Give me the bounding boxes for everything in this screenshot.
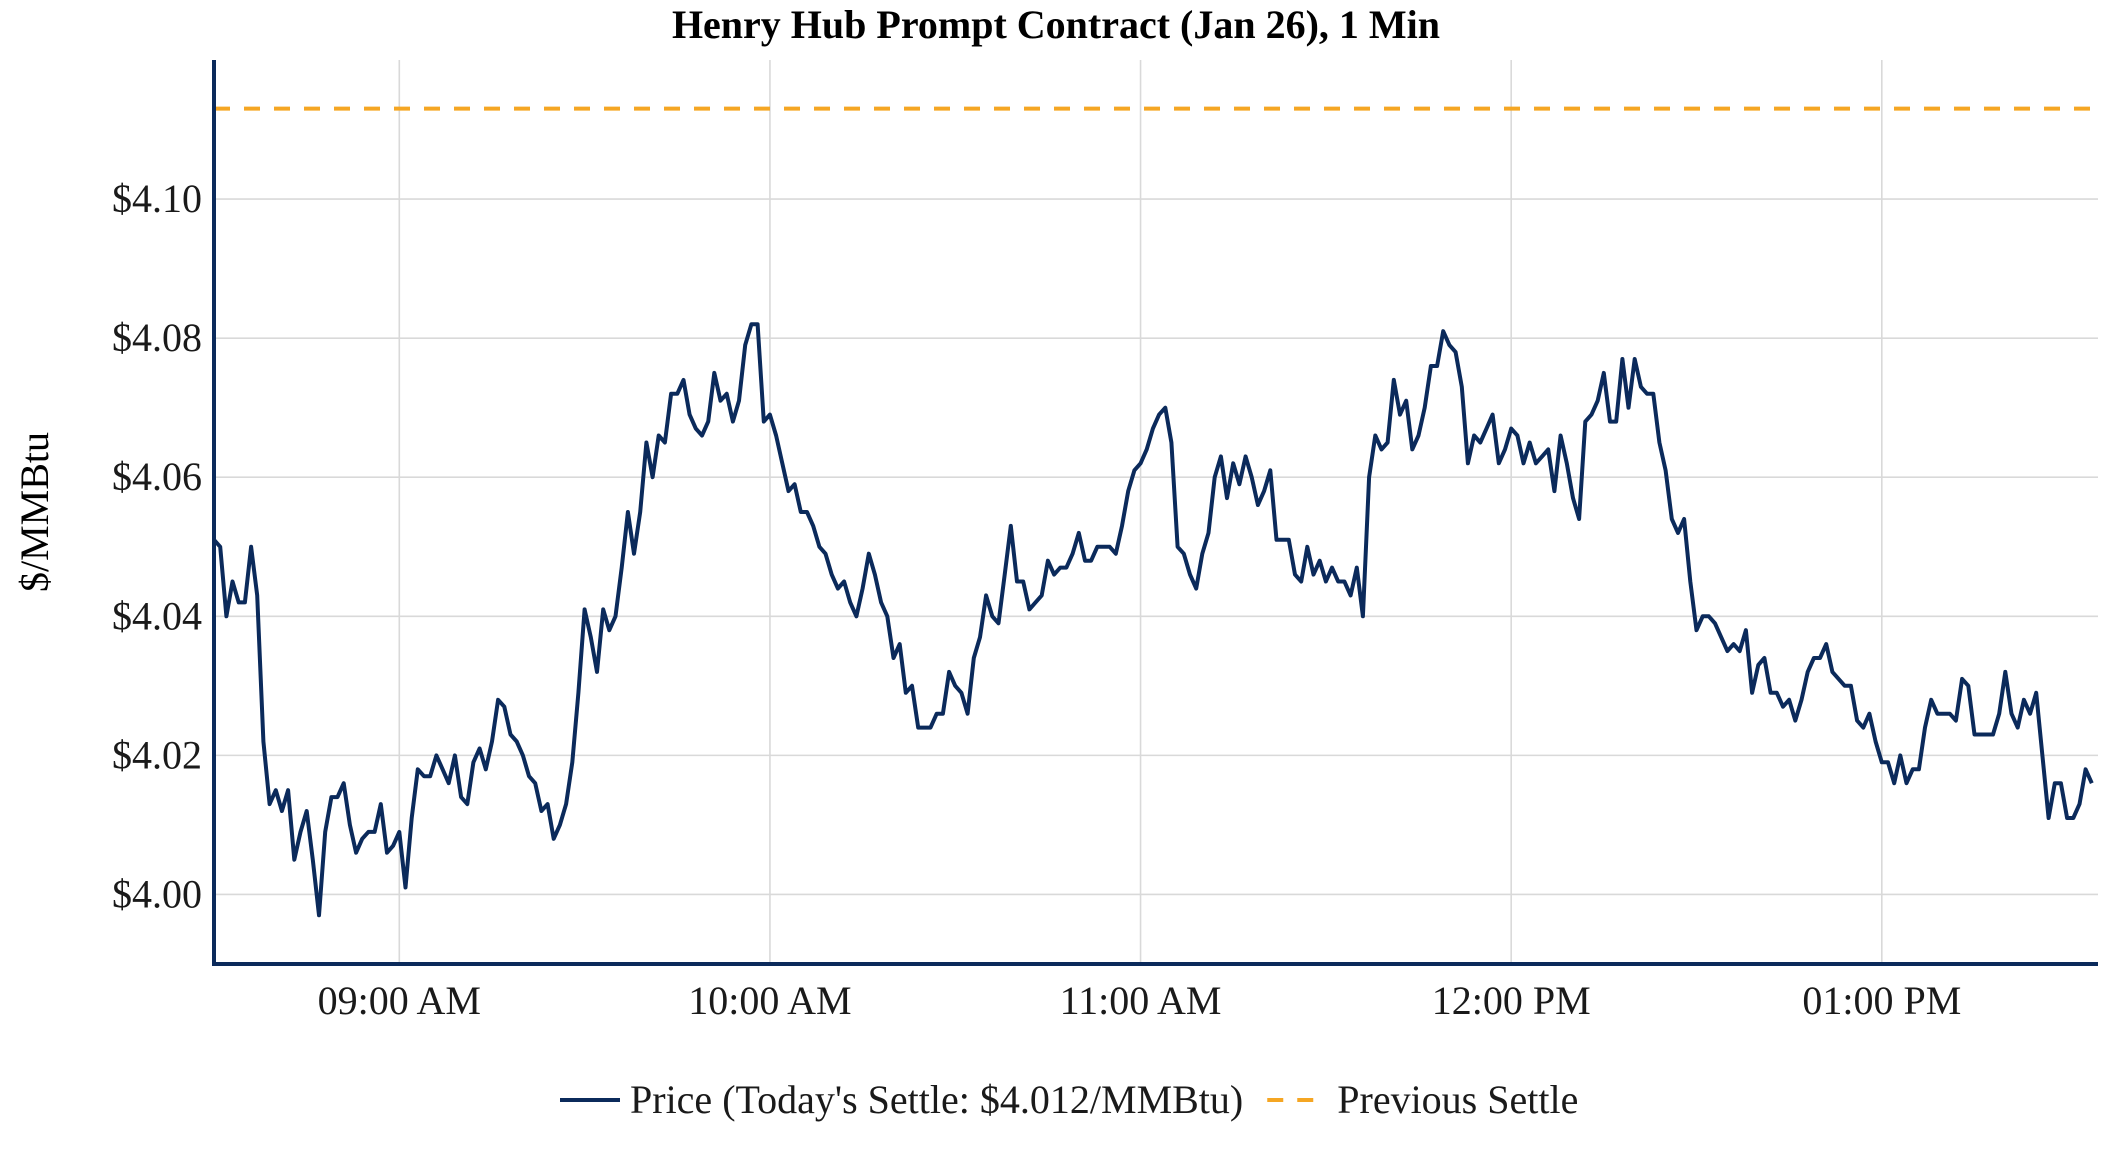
x-tick-label: 12:00 PM: [1432, 978, 1591, 1023]
x-tick-label: 09:00 AM: [318, 978, 481, 1023]
legend-label: Previous Settle: [1337, 1077, 1578, 1122]
axes: [212, 60, 2098, 966]
x-tick-label: 11:00 AM: [1060, 978, 1222, 1023]
legend: Price (Today's Settle: $4.012/MMBtu) Prev…: [560, 1077, 1578, 1122]
y-tick-label: $4.00: [112, 871, 202, 916]
y-tick-label: $4.08: [112, 315, 202, 360]
gridlines: [214, 60, 2098, 964]
x-tick-label: 01:00 PM: [1802, 978, 1961, 1023]
chart-title: Henry Hub Prompt Contract (Jan 26), 1 Mi…: [672, 2, 1440, 47]
y-tick-label: $4.10: [112, 176, 202, 221]
y-tick-label: $4.04: [112, 593, 202, 638]
series-layer: [212, 322, 2094, 918]
y-tick-label: $4.06: [112, 454, 202, 499]
price-series-line: [212, 322, 2094, 918]
y-axis-label: $/MMBtu: [12, 432, 57, 592]
x-tick-labels: 09:00 AM 10:00 AM 11:00 AM 12:00 PM 01:00 PM: [318, 978, 1962, 1023]
y-tick-labels: $4.00 $4.02 $4.04 $4.06 $4.08 $4.10: [112, 176, 202, 916]
y-tick-label: $4.02: [112, 732, 202, 777]
legend-label: Price (Today's Settle: $4.012/MMBtu): [630, 1077, 1243, 1122]
x-tick-label: 10:00 AM: [688, 978, 851, 1023]
